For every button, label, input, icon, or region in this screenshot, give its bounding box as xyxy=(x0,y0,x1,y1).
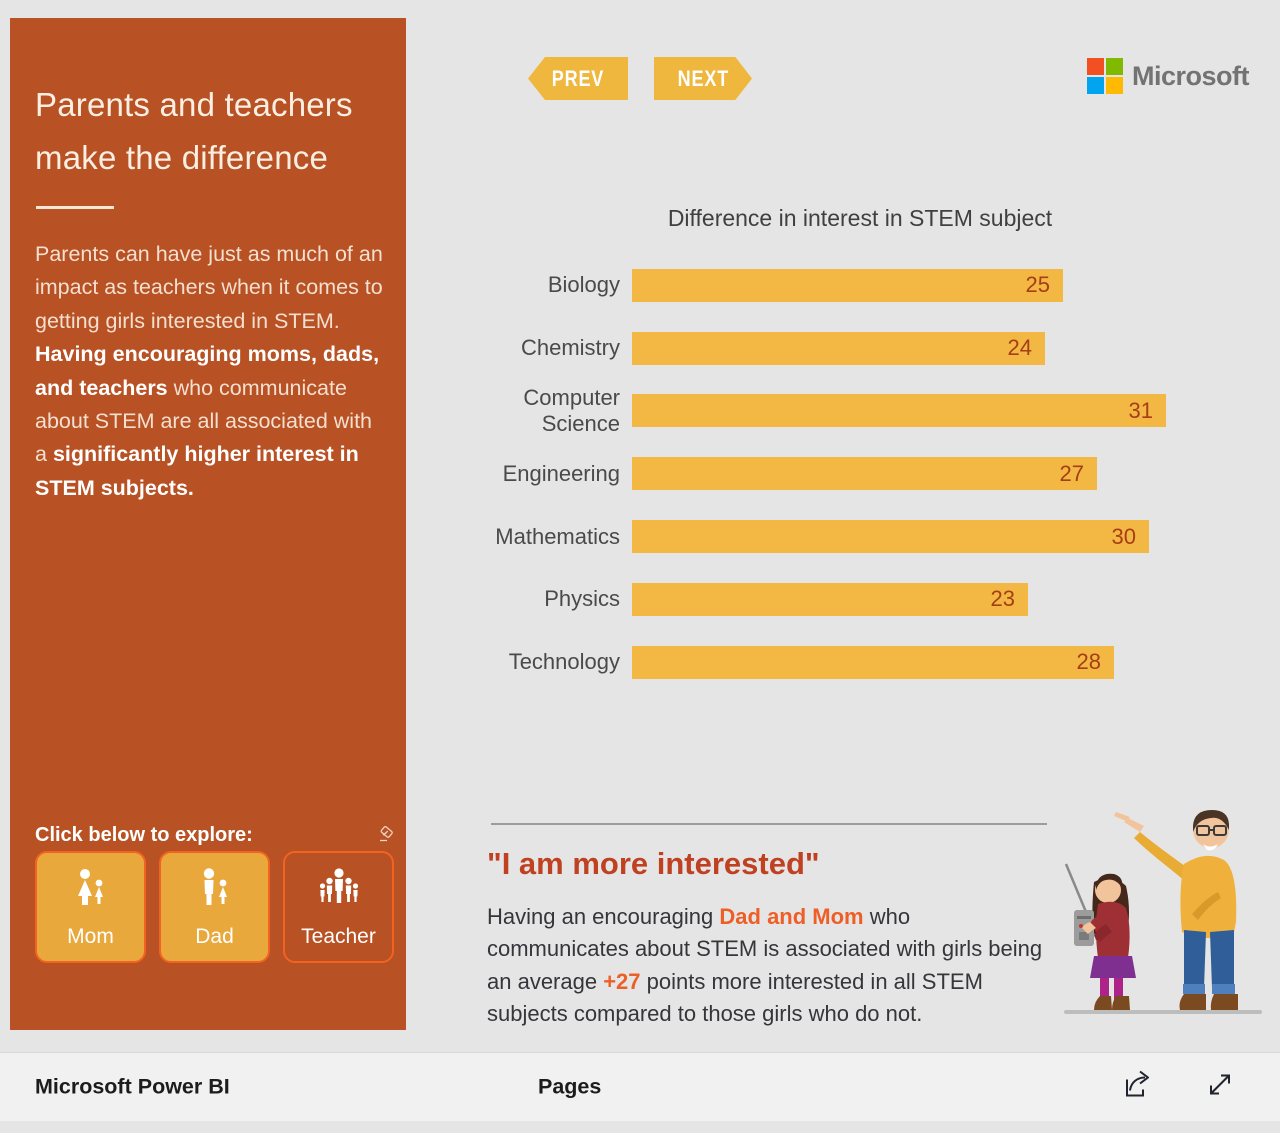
bar-value-label: 31 xyxy=(1128,397,1153,423)
bar-chemistry[interactable]: 24 xyxy=(632,331,1045,365)
microsoft-logo: Microsoft xyxy=(1087,58,1250,94)
text-segment: points more interested in all STEM subje… xyxy=(487,968,983,1026)
category-label: Engineering xyxy=(502,460,620,486)
emphasized-text: +27 xyxy=(603,968,641,994)
prev-button-label: PREV xyxy=(551,65,605,91)
category-label: Physics xyxy=(544,586,620,612)
text-segment: who communicates about STEM is associate… xyxy=(487,904,1043,994)
teacher-button[interactable]: Teacher xyxy=(283,851,394,963)
powerbi-footer-bar: Microsoft Power BI Pages xyxy=(0,1052,1280,1121)
chart-row: Mathematics 30 xyxy=(450,505,1270,568)
dad-button[interactable]: Dad xyxy=(159,851,270,963)
dad-and-girl-illustration xyxy=(1056,772,1270,1024)
share-icon[interactable] xyxy=(1121,1070,1155,1105)
category-label: Chemistry xyxy=(520,335,620,361)
quote-paragraph: Having an encouraging Dad and Mom who co… xyxy=(487,901,1052,1030)
expand-icon[interactable] xyxy=(1205,1070,1235,1105)
microsoft-logo-icon xyxy=(1087,58,1123,94)
text-segment: Parents can have just as much of an impa… xyxy=(35,242,383,333)
category-label: Mathematics xyxy=(495,523,620,549)
prev-button[interactable]: PREV xyxy=(528,57,628,100)
next-button[interactable]: NEXT xyxy=(654,57,752,100)
bar-value-label: 24 xyxy=(1007,335,1032,361)
eraser-icon[interactable] xyxy=(376,824,396,844)
ground-line xyxy=(1064,1010,1262,1014)
mom-button-label: Mom xyxy=(67,925,114,948)
chart-row: Engineering 27 xyxy=(450,442,1270,505)
teacher-button-label: Teacher xyxy=(301,925,376,948)
chart-row: Computer Science 31 xyxy=(450,380,1270,443)
quote-heading: "I am more interested" xyxy=(487,846,820,881)
sidebar-description: Parents can have just as much of an impa… xyxy=(35,238,383,505)
quote-divider xyxy=(491,823,1047,825)
chart-row: Biology 25 xyxy=(450,254,1270,317)
bar-mathematics[interactable]: 30 xyxy=(632,520,1149,554)
bar-value-label: 28 xyxy=(1076,649,1101,675)
next-button-label: NEXT xyxy=(677,65,729,91)
bar-biology[interactable]: 25 xyxy=(632,268,1063,302)
bar-technology[interactable]: 28 xyxy=(632,645,1114,679)
bar-engineering[interactable]: 27 xyxy=(632,457,1097,491)
pages-menu-button[interactable]: Pages xyxy=(538,1074,602,1099)
chart-title: Difference in interest in STEM subject xyxy=(667,205,1053,231)
stem-interest-bar-chart: Biology 25 Chemistry 24 Computer Science 31 En… xyxy=(450,254,1270,694)
mother-and-child-icon xyxy=(68,867,114,914)
category-label: Computer Science xyxy=(523,384,620,436)
mom-button[interactable]: Mom xyxy=(35,851,146,963)
title-divider xyxy=(36,206,114,209)
chart-row: Chemistry 24 xyxy=(450,317,1270,380)
emphasized-text: Having encouraging moms, dads, and teach… xyxy=(35,342,380,400)
explore-label: Click below to explore: xyxy=(35,824,253,846)
category-label: Biology xyxy=(547,272,620,298)
category-label: Technology xyxy=(508,649,620,675)
bar-physics[interactable]: 23 xyxy=(632,582,1028,616)
emphasized-text: Dad and Mom xyxy=(719,904,864,929)
chart-row: Technology 28 xyxy=(450,631,1270,694)
chart-row: Physics 23 xyxy=(450,568,1270,631)
emphasized-text: significantly higher interest in STEM su… xyxy=(35,442,359,500)
explore-button-row: Mom Dad xyxy=(35,851,394,963)
bar-value-label: 23 xyxy=(990,586,1015,612)
bar-value-label: 25 xyxy=(1025,272,1050,298)
father-and-child-icon xyxy=(192,867,238,914)
bar-value-label: 27 xyxy=(1059,460,1084,486)
bar-value-label: 30 xyxy=(1111,523,1136,549)
bar-computer-science[interactable]: 31 xyxy=(632,394,1166,428)
powerbi-brand-link[interactable]: Microsoft Power BI xyxy=(35,1074,230,1099)
sidebar-panel: Parents and teachers make the difference… xyxy=(10,18,406,1030)
teacher-group-icon xyxy=(316,867,362,914)
text-segment: Having an encouraging xyxy=(487,904,720,929)
page-title: Parents and teachers make the difference xyxy=(35,86,353,176)
text-segment: who communicate about STEM are all assoc… xyxy=(35,375,372,467)
microsoft-logo-text: Microsoft xyxy=(1132,60,1250,91)
dad-button-label: Dad xyxy=(195,925,234,948)
